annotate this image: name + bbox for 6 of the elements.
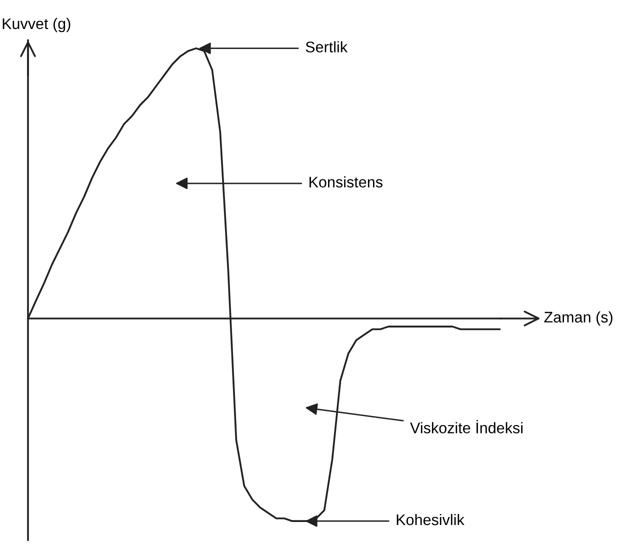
x-axis-title: Zaman (s) [544,311,612,326]
annotation: Viskozite İndeksi [410,420,522,434]
annotation: Kohesivlik [396,514,464,526]
annotation: Sertlik [306,41,348,52]
y-axis-title: Kuvvet (g) [2,18,70,32]
annotation: Konsistens [310,176,382,188]
